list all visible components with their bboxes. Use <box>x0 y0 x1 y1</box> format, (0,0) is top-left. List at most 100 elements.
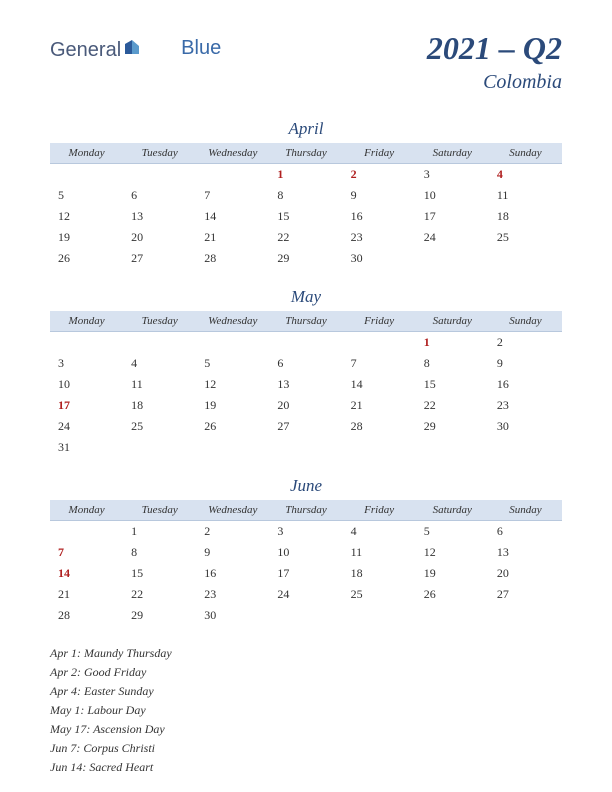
calendar-cell: 24 <box>50 416 123 437</box>
day-header: Friday <box>343 143 416 164</box>
day-header: Tuesday <box>123 500 196 521</box>
calendar-cell: 26 <box>196 416 269 437</box>
calendar-cell: 16 <box>489 374 562 395</box>
calendar-row: 2627282930 <box>50 248 562 269</box>
calendar-cell <box>123 164 196 186</box>
day-header: Thursday <box>269 500 342 521</box>
calendar-row: 3456789 <box>50 353 562 374</box>
holiday-entry: Apr 2: Good Friday <box>50 663 562 681</box>
calendar-cell: 6 <box>269 353 342 374</box>
calendar-cell: 4 <box>343 521 416 543</box>
calendar-row: 17181920212223 <box>50 395 562 416</box>
day-header: Sunday <box>489 143 562 164</box>
holiday-entry: May 17: Ascension Day <box>50 720 562 738</box>
calendar-cell: 18 <box>343 563 416 584</box>
month-name: June <box>50 476 562 496</box>
calendar-cell: 22 <box>123 584 196 605</box>
calendar-cell <box>123 437 196 458</box>
logo-text-1: General <box>50 39 121 62</box>
calendar-cell: 10 <box>416 185 489 206</box>
calendar-cell: 8 <box>269 185 342 206</box>
calendar-cell <box>343 332 416 354</box>
calendar-cell: 7 <box>196 185 269 206</box>
calendar-cell: 16 <box>343 206 416 227</box>
calendar-cell <box>489 248 562 269</box>
calendar-cell: 9 <box>343 185 416 206</box>
calendar-cell: 25 <box>343 584 416 605</box>
calendar-row: 123456 <box>50 521 562 543</box>
calendar-cell: 3 <box>416 164 489 186</box>
day-header: Friday <box>343 311 416 332</box>
calendar-cell <box>196 332 269 354</box>
calendar-cell: 21 <box>50 584 123 605</box>
holiday-entry: Jun 14: Sacred Heart <box>50 758 562 776</box>
calendar-cell: 2 <box>489 332 562 354</box>
calendar-cell: 11 <box>123 374 196 395</box>
holidays-list: Apr 1: Maundy ThursdayApr 2: Good Friday… <box>50 644 562 776</box>
quarter-title: 2021 – Q2 <box>427 30 562 67</box>
month-block: June MondayTuesdayWednesdayThursdayFriday… <box>50 476 562 626</box>
calendar-cell <box>416 437 489 458</box>
calendar-row: 14151617181920 <box>50 563 562 584</box>
calendar-table: MondayTuesdayWednesdayThursdayFridaySatu… <box>50 500 562 626</box>
calendar-cell <box>416 605 489 626</box>
calendar-cell <box>196 437 269 458</box>
calendar-row: 1234 <box>50 164 562 186</box>
calendar-cell <box>343 605 416 626</box>
calendar-cell: 15 <box>123 563 196 584</box>
calendar-cell: 20 <box>123 227 196 248</box>
calendar-cell: 29 <box>123 605 196 626</box>
calendar-cell: 3 <box>269 521 342 543</box>
calendar-cell <box>269 605 342 626</box>
calendar-cell: 23 <box>343 227 416 248</box>
calendar-row: 567891011 <box>50 185 562 206</box>
calendar-cell: 5 <box>50 185 123 206</box>
calendar-cell <box>343 437 416 458</box>
calendar-cell: 4 <box>123 353 196 374</box>
calendar-table: MondayTuesdayWednesdayThursdayFridaySatu… <box>50 311 562 458</box>
day-header: Saturday <box>416 143 489 164</box>
calendar-cell: 1 <box>416 332 489 354</box>
calendar-cell: 27 <box>489 584 562 605</box>
calendar-cell: 25 <box>489 227 562 248</box>
calendar-cell: 23 <box>489 395 562 416</box>
day-header: Tuesday <box>123 311 196 332</box>
calendar-cell: 26 <box>50 248 123 269</box>
calendar-cell: 11 <box>489 185 562 206</box>
calendar-cell <box>123 332 196 354</box>
calendar-cell: 18 <box>123 395 196 416</box>
calendar-cell: 5 <box>416 521 489 543</box>
calendar-cell: 1 <box>269 164 342 186</box>
calendar-cell: 24 <box>416 227 489 248</box>
month-block: AprilMondayTuesdayWednesdayThursdayFrida… <box>50 119 562 269</box>
calendar-cell: 12 <box>416 542 489 563</box>
calendar-row: 31 <box>50 437 562 458</box>
calendar-cell <box>489 437 562 458</box>
calendar-cell: 15 <box>416 374 489 395</box>
logo-icon <box>123 38 141 62</box>
holiday-entry: Apr 4: Easter Sunday <box>50 682 562 700</box>
calendar-cell: 14 <box>343 374 416 395</box>
calendar-cell: 5 <box>196 353 269 374</box>
calendar-cell: 7 <box>50 542 123 563</box>
calendar-cell: 4 <box>489 164 562 186</box>
calendar-cell: 21 <box>196 227 269 248</box>
calendar-cell: 27 <box>123 248 196 269</box>
day-header: Wednesday <box>196 311 269 332</box>
calendar-cell: 2 <box>343 164 416 186</box>
calendar-cell: 29 <box>416 416 489 437</box>
calendar-cell: 8 <box>416 353 489 374</box>
calendar-cell: 15 <box>269 206 342 227</box>
calendar-cell: 1 <box>123 521 196 543</box>
calendar-row: 282930 <box>50 605 562 626</box>
calendar-cell <box>269 437 342 458</box>
calendars-container: AprilMondayTuesdayWednesdayThursdayFrida… <box>50 119 562 626</box>
day-header: Saturday <box>416 311 489 332</box>
title-block: 2021 – Q2 Colombia <box>427 30 562 94</box>
calendar-row: 12 <box>50 332 562 354</box>
day-header: Thursday <box>269 143 342 164</box>
day-header: Monday <box>50 143 123 164</box>
day-header: Wednesday <box>196 143 269 164</box>
calendar-cell: 11 <box>343 542 416 563</box>
holiday-entry: Jun 7: Corpus Christi <box>50 739 562 757</box>
